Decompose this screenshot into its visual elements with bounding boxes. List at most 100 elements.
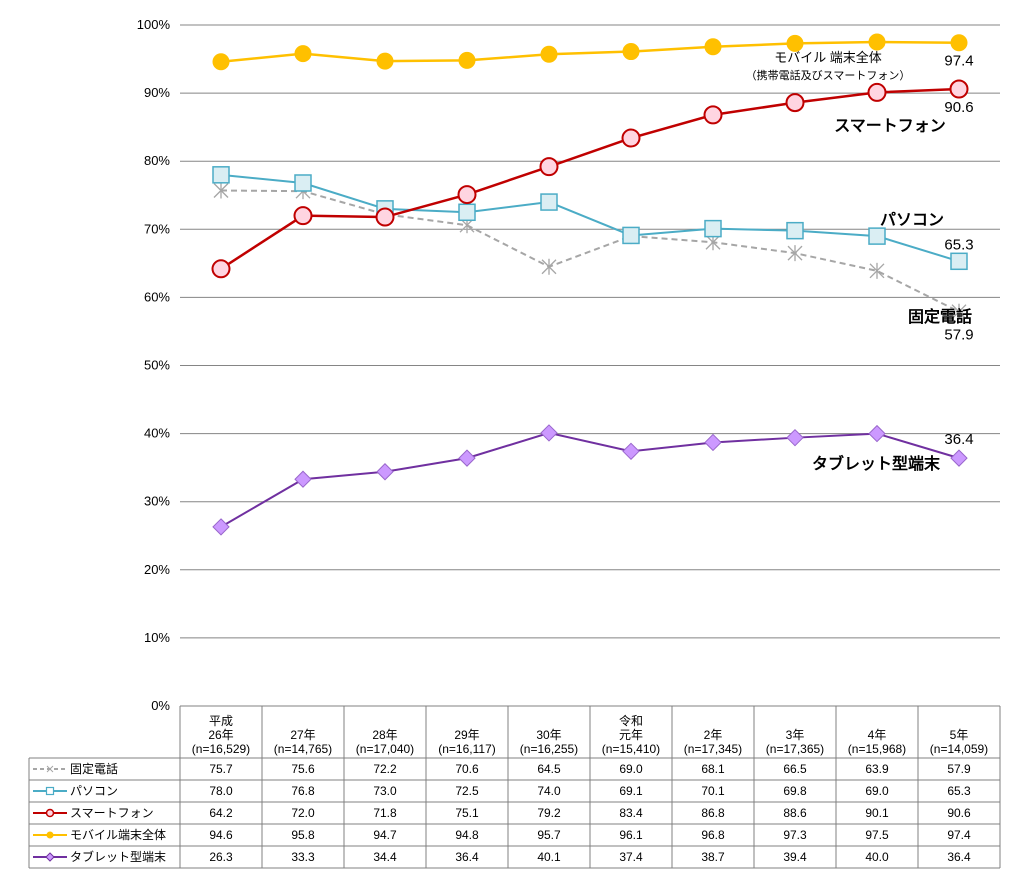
table-cell: 34.4: [373, 850, 397, 864]
end-value-label: 36.4: [944, 431, 973, 448]
table-cell: 66.5: [783, 762, 807, 776]
table-cell: 39.4: [783, 850, 807, 864]
chart-series: [211, 33, 969, 536]
data-point: [950, 252, 968, 271]
data-point: [868, 424, 886, 443]
y-tick-label: 0%: [151, 698, 170, 713]
table-cell: 79.2: [537, 806, 561, 820]
legend-label: 固定電話: [70, 761, 118, 776]
table-cell: 96.8: [701, 828, 725, 842]
series-tag: 固定電話: [908, 307, 972, 326]
table-cell: 73.0: [373, 784, 397, 798]
table-cell: 97.3: [783, 828, 807, 842]
table-cell: 94.7: [373, 828, 397, 842]
data-point: [211, 259, 231, 279]
category-label: 29年: [454, 728, 479, 742]
series-tag-sub: （携帯電話及びスマートフォン）: [746, 68, 911, 82]
category-label: (n=14,059): [930, 742, 988, 756]
table-cell: 86.8: [701, 806, 725, 820]
y-tick-label: 60%: [144, 289, 170, 304]
y-axis: 0% 10% 20% 30% 40% 50% 60% 70% 80% 90% 100%: [137, 17, 171, 713]
category-label: (n=16,529): [192, 742, 250, 756]
data-point: [376, 463, 394, 481]
category-label: 元年: [619, 728, 643, 742]
y-tick-label: 20%: [144, 562, 170, 577]
data-point: [212, 166, 230, 184]
table-cell: 40.0: [865, 850, 889, 864]
series-0: [213, 182, 967, 320]
category-label: (n=16,117): [438, 742, 496, 756]
series-tag: タブレット型端末: [812, 454, 941, 473]
table-cell: 75.7: [209, 762, 233, 776]
table-cell: 38.7: [701, 850, 725, 864]
table-cell: 37.4: [619, 850, 643, 864]
y-tick-label: 40%: [144, 426, 170, 441]
data-point: [869, 262, 885, 279]
data-point: [294, 45, 312, 63]
data-point: [540, 45, 558, 63]
series-tags: 57.9 65.3 90.6 97.4 36.4 固定電話 パソコン スマートフォン モバイル …: [746, 50, 974, 473]
data-point: [376, 52, 394, 70]
data-point: [540, 193, 558, 211]
data-point: [294, 470, 312, 488]
table-cell: 40.1: [537, 850, 561, 864]
data-point: [375, 207, 395, 227]
legend-label: モバイル端末全体: [70, 827, 166, 842]
table-cell: 69.0: [619, 762, 643, 776]
table-cell: 70.1: [701, 784, 725, 798]
data-point: [212, 518, 230, 536]
category-label: (n=17,345): [684, 742, 742, 756]
series-line: [220, 431, 960, 528]
table-cell: 94.6: [209, 828, 233, 842]
data-point: [540, 424, 558, 442]
series-3: [212, 33, 968, 71]
table-cell: 69.1: [619, 784, 643, 798]
y-tick-label: 30%: [144, 494, 170, 509]
series-line: [220, 40, 960, 64]
category-label: (n=17,365): [766, 742, 824, 756]
data-point: [786, 428, 804, 447]
series-line: [220, 87, 960, 270]
table-cell: 76.8: [291, 784, 315, 798]
data-point: [293, 206, 313, 226]
data-point: [458, 51, 476, 69]
y-tick-label: 70%: [144, 221, 170, 236]
table-cell: 78.0: [209, 784, 233, 798]
table-cell: 95.7: [537, 828, 561, 842]
category-label: 5年: [950, 728, 969, 742]
end-value-label: 57.9: [944, 327, 973, 344]
data-point: [622, 442, 640, 461]
table-cell: 88.6: [783, 806, 807, 820]
data-point: [457, 185, 477, 205]
legend-key: [33, 808, 67, 818]
table-cell: 97.4: [947, 828, 971, 842]
data-point: [458, 203, 476, 222]
category-label: (n=17,040): [356, 742, 414, 756]
table-cell: 95.8: [291, 828, 315, 842]
table-cell: 97.5: [865, 828, 889, 842]
table-cell: 33.3: [291, 850, 315, 864]
data-point: [787, 245, 803, 262]
table-cell: 90.1: [865, 806, 889, 820]
table-cell: 69.8: [783, 784, 807, 798]
y-tick-label: 90%: [144, 85, 170, 100]
series-line: [220, 189, 960, 313]
table-cell: 71.8: [373, 806, 397, 820]
data-point: [458, 449, 476, 467]
data-point: [622, 226, 640, 245]
data-point: [704, 433, 722, 452]
table-cell: 75.1: [455, 806, 479, 820]
table-cell: 96.1: [619, 828, 643, 842]
data-point: [704, 38, 722, 56]
table-cell: 74.0: [537, 784, 561, 798]
category-label: (n=14,765): [274, 742, 332, 756]
table-cell: 72.0: [291, 806, 315, 820]
table-cell: 69.0: [865, 784, 889, 798]
y-tick-label: 100%: [137, 17, 171, 32]
table-cell: 65.3: [947, 784, 971, 798]
category-label: 27年: [290, 728, 315, 742]
data-point: [621, 128, 641, 148]
table-cell: 26.3: [209, 850, 233, 864]
table-cell: 36.4: [947, 850, 971, 864]
series-2: [211, 79, 969, 279]
